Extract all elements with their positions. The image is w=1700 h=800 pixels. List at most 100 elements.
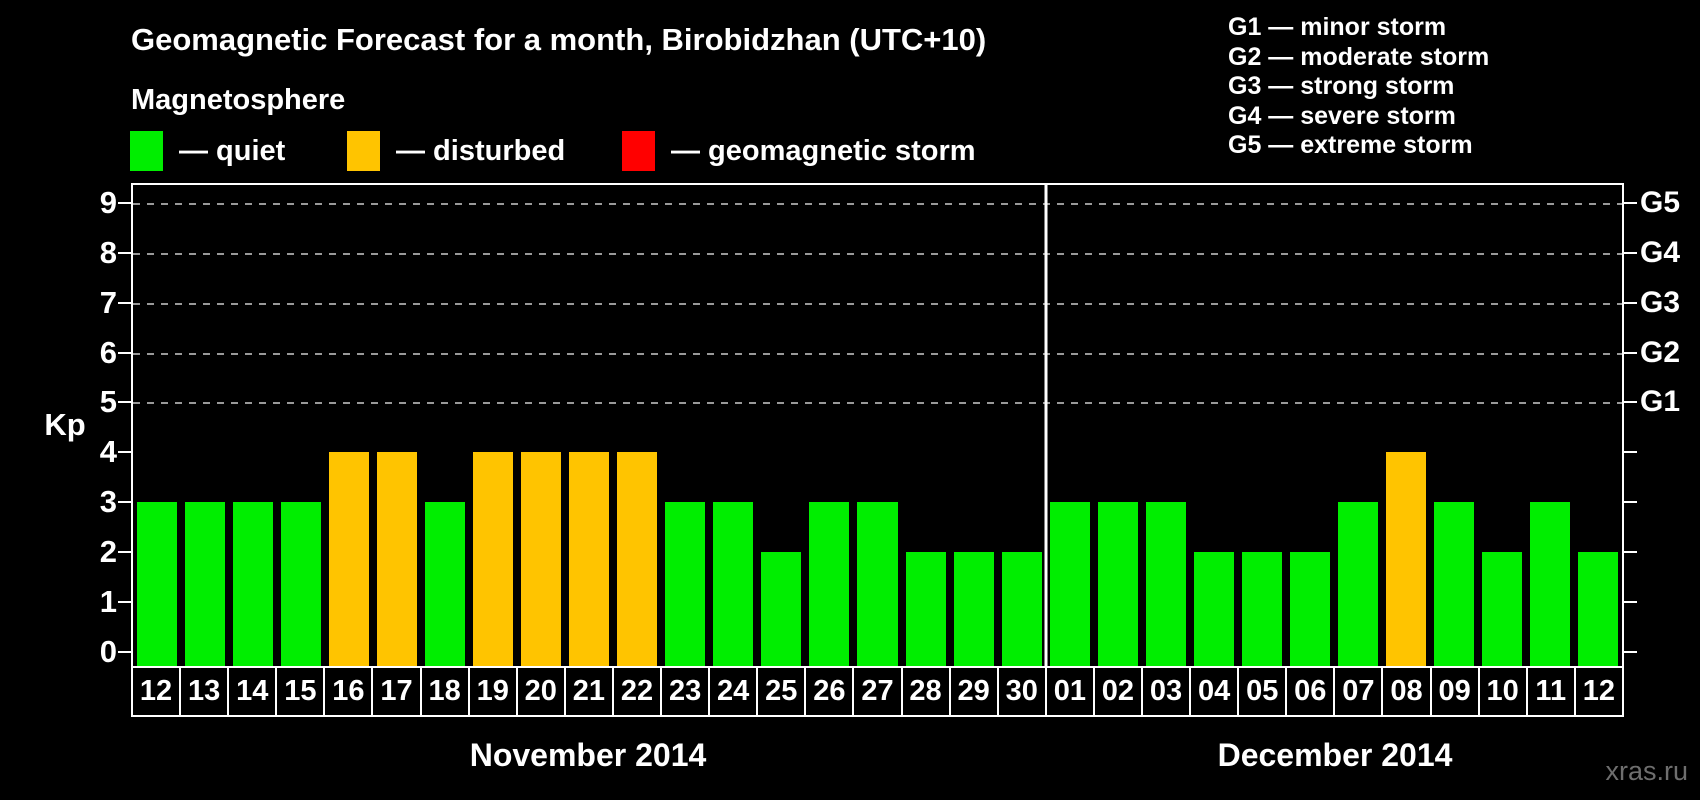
right-axis-label-g3: G3	[1640, 285, 1681, 319]
left-tick-kp8	[118, 251, 131, 254]
bar-slot	[1574, 185, 1622, 666]
kp-bar-november-12	[137, 502, 178, 666]
y-tick-label-0: 0	[99, 633, 117, 669]
day-cell-december-10: 10	[1477, 668, 1526, 715]
left-tick-kp3	[118, 501, 131, 504]
right-axis-label-g1: G1	[1640, 385, 1681, 419]
bar-slot	[853, 185, 901, 666]
disturbed-color-swatch	[347, 131, 380, 171]
day-cell-november-16: 16	[323, 668, 371, 715]
y-tick-label-2: 2	[99, 533, 117, 569]
y-tick-label-6: 6	[99, 334, 117, 370]
kp-bar-november-29	[953, 552, 994, 666]
day-cell-november-23: 23	[660, 668, 708, 715]
bar-slot	[950, 185, 998, 666]
right-tick-kp6	[1624, 351, 1637, 354]
kp-bar-december-01	[1049, 502, 1090, 666]
month-label-november: November 2014	[469, 737, 707, 773]
y-tick-label-9: 9	[99, 184, 117, 220]
bar-slot	[1478, 185, 1526, 666]
watermark: xras.ru	[1605, 756, 1688, 786]
gridline-kp7	[133, 302, 1622, 305]
quiet-color-swatch	[130, 131, 163, 171]
right-tick-kp9	[1624, 201, 1637, 204]
kp-bar-november-17	[377, 452, 418, 666]
chart-title: Geomagnetic Forecast for a month, Birobi…	[131, 22, 987, 57]
day-cell-november-28: 28	[900, 668, 949, 715]
bar-slot	[565, 185, 613, 666]
kp-bar-november-20	[521, 452, 562, 666]
left-tick-kp1	[118, 600, 131, 603]
kp-bar-december-08	[1385, 452, 1426, 666]
bar-slot	[1430, 185, 1478, 666]
bar-slot	[998, 185, 1046, 666]
month-label-december: December 2014	[1217, 737, 1453, 773]
bar-slot	[1238, 185, 1286, 666]
bar-slot	[1286, 185, 1334, 666]
right-axis-label-g5: G5	[1640, 185, 1681, 219]
right-tick-kp3	[1624, 501, 1637, 504]
bar-slot	[1094, 185, 1142, 666]
kp-bar-november-23	[665, 502, 706, 666]
day-cell-november-18: 18	[419, 668, 468, 715]
kp-bar-december-07	[1337, 502, 1378, 666]
day-cell-november-29: 29	[948, 668, 997, 715]
magnetosphere-heading: Magnetosphere	[131, 84, 346, 116]
day-cell-november-13: 13	[179, 668, 227, 715]
kp-bar-november-19	[473, 452, 514, 666]
legend-label-disturbed: — disturbed	[396, 134, 566, 167]
y-tick-label-3: 3	[99, 484, 117, 520]
bar-slot	[1334, 185, 1382, 666]
bar-slot	[421, 185, 469, 666]
day-cell-december-11: 11	[1525, 668, 1574, 715]
y-axis-title: Kp	[44, 407, 86, 442]
kp-bar-november-22	[617, 452, 658, 666]
kp-bar-november-21	[569, 452, 610, 666]
legend-item-storm: — geomagnetic storm	[622, 130, 976, 172]
day-cell-november-17: 17	[371, 668, 419, 715]
day-cell-november-26: 26	[804, 668, 852, 715]
legend-item-disturbed: — disturbed	[347, 130, 565, 172]
left-tick-kp7	[118, 301, 131, 304]
legend-label-storm: — geomagnetic storm	[671, 134, 976, 167]
bar-slot	[181, 185, 229, 666]
bar-slot	[325, 185, 373, 666]
day-cell-november-22: 22	[611, 668, 660, 715]
kp-bar-november-26	[809, 502, 850, 666]
gridline-kp8	[133, 252, 1622, 255]
y-tick-label-8: 8	[99, 234, 117, 270]
gridline-kp6	[133, 352, 1622, 355]
kp-bar-november-27	[857, 502, 898, 666]
day-cell-december-04: 04	[1189, 668, 1237, 715]
right-tick-kp5	[1624, 401, 1637, 404]
storm-scale-g5: G5 — extreme storm	[1228, 131, 1473, 160]
bars-layer	[133, 185, 1622, 666]
left-tick-kp5	[118, 401, 131, 404]
kp-bar-december-05	[1241, 552, 1282, 666]
right-tick-kp7	[1624, 301, 1637, 304]
y-tick-label-1: 1	[99, 583, 117, 619]
kp-bar-november-15	[281, 502, 322, 666]
bar-slot	[709, 185, 757, 666]
right-axis-label-g4: G4	[1640, 235, 1681, 269]
y-tick-label-4: 4	[99, 434, 117, 470]
storm-scale-g2: G2 — moderate storm	[1228, 42, 1490, 71]
day-axis: 12 13 14 15 16 17 18 19 20 21 22 23 24 25 26 27 28 29 30 01…	[131, 666, 1624, 717]
bar-slot	[277, 185, 325, 666]
day-cell-november-20: 20	[515, 668, 564, 715]
storm-scale-g4: G4 — severe storm	[1228, 101, 1456, 130]
kp-bar-november-24	[713, 502, 754, 666]
y-tick-label-5: 5	[99, 384, 117, 420]
bar-slot	[469, 185, 517, 666]
day-cell-december-08: 08	[1381, 668, 1429, 715]
day-cell-december-02: 02	[1092, 668, 1141, 715]
kp-bar-december-12	[1577, 552, 1618, 666]
day-cell-november-12: 12	[139, 675, 173, 707]
right-axis-label-g2: G2	[1640, 335, 1681, 369]
day-cell-december-09: 09	[1429, 668, 1478, 715]
bar-slot	[1142, 185, 1190, 666]
right-tick-kp1	[1624, 600, 1637, 603]
gridline-kp5	[133, 402, 1622, 405]
kp-bar-november-28	[905, 552, 946, 666]
kp-bar-november-30	[1001, 552, 1042, 666]
